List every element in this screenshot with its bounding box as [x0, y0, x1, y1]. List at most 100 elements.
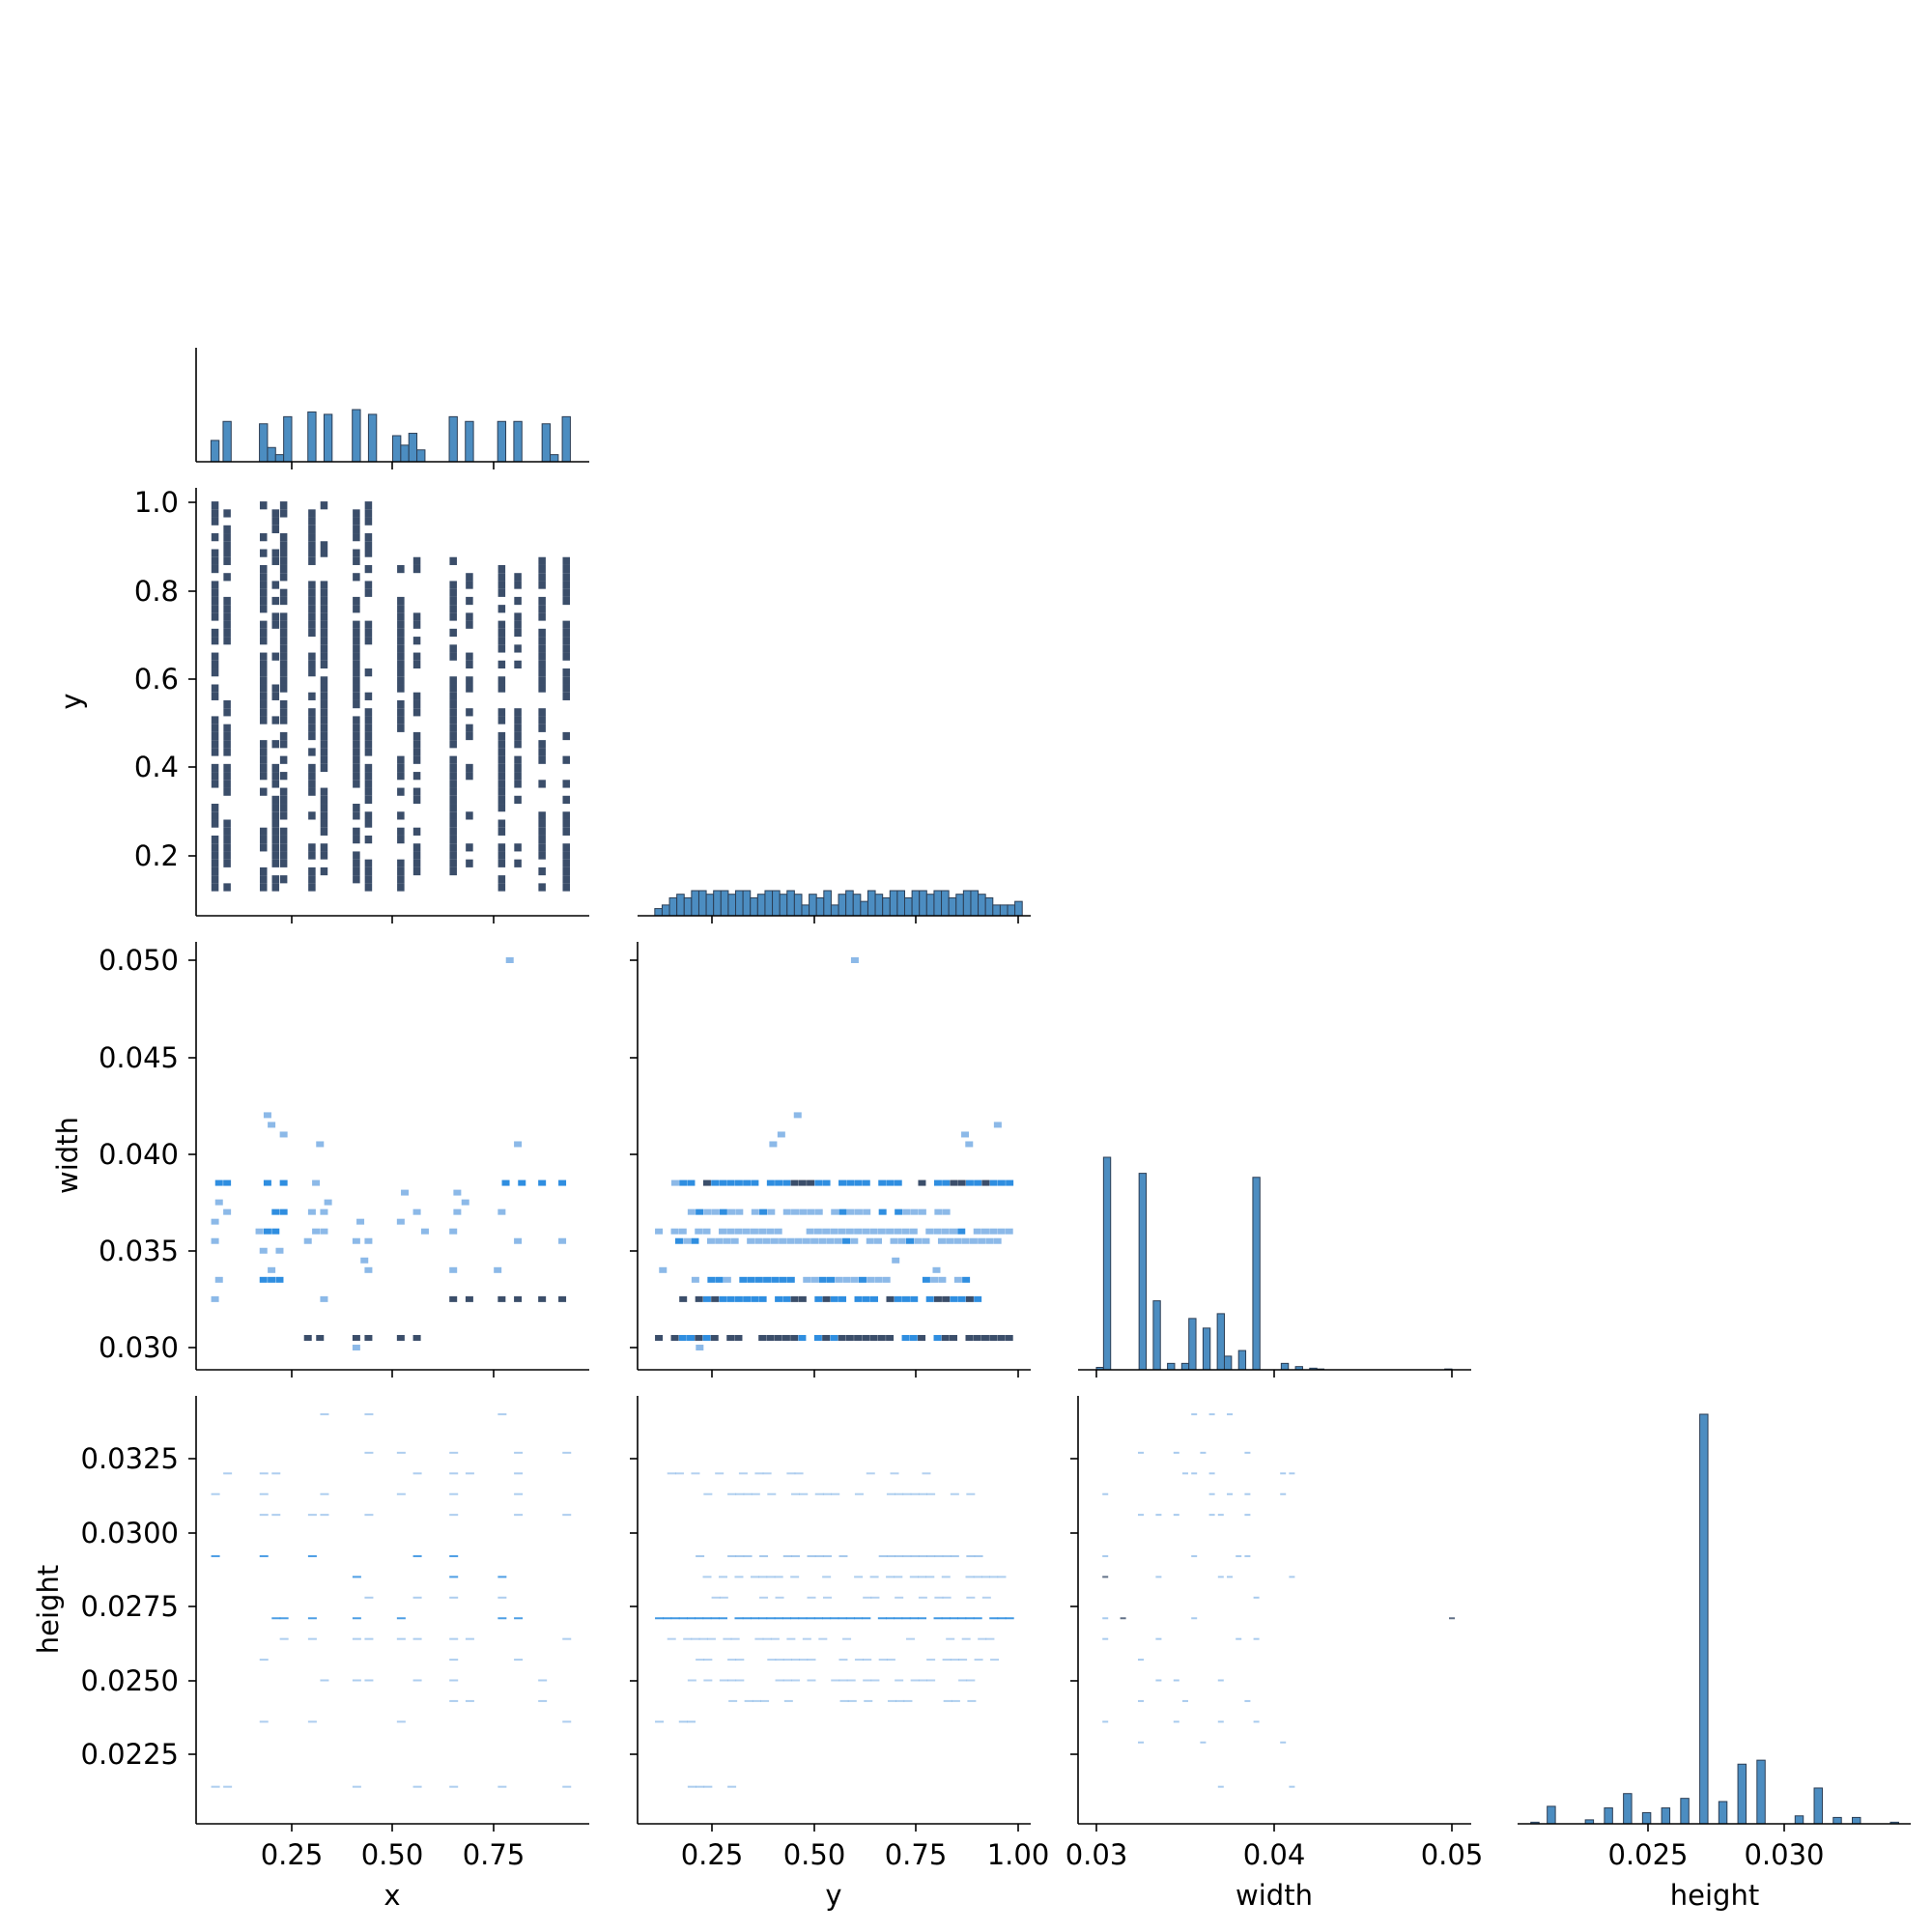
heatmap-cell — [813, 1334, 822, 1341]
hist-bar — [683, 896, 693, 917]
hist-bar — [815, 896, 825, 917]
heatmap-cell — [562, 652, 571, 661]
heatmap-cell — [822, 1554, 832, 1557]
heatmap-cell — [751, 1295, 759, 1302]
heatmap-cell — [771, 1276, 780, 1283]
heatmap-cell — [364, 819, 373, 828]
heatmap-cell — [397, 708, 405, 717]
heatmap-cell — [863, 1679, 872, 1682]
heatmap-cell — [1191, 1554, 1198, 1557]
heatmap-cell — [918, 1492, 927, 1495]
heatmap-cell — [449, 731, 457, 741]
heatmap-cell — [845, 1617, 855, 1620]
heatmap-cell — [364, 716, 373, 724]
heatmap-cell — [1173, 1720, 1179, 1723]
heatmap-cell — [279, 628, 288, 638]
heatmap-cell — [449, 581, 457, 589]
heatmap-cell — [973, 1617, 982, 1620]
heatmap-cell — [397, 684, 405, 693]
heatmap-cell — [497, 804, 506, 812]
heatmap-cell — [965, 1141, 974, 1148]
heatmap-cell — [279, 731, 288, 741]
heatmap-cell — [799, 1492, 809, 1495]
heatmap-cell — [364, 620, 373, 629]
heatmap-cell — [279, 811, 288, 820]
heatmap-cell — [320, 851, 328, 860]
heatmap-cell — [870, 1679, 880, 1682]
heatmap-cell — [271, 556, 280, 565]
heatmap-cell — [942, 1554, 952, 1557]
heatmap-cell — [466, 660, 473, 669]
heatmap-cell — [1280, 1492, 1287, 1495]
heatmap-cell — [497, 819, 506, 828]
heatmap-cell — [223, 859, 231, 867]
heatmap-cell — [514, 581, 522, 589]
heatmap-cell — [818, 1276, 827, 1283]
heatmap-cell — [279, 804, 288, 812]
heatmap-cell — [449, 1514, 459, 1517]
heatmap-cell — [978, 1237, 986, 1244]
heatmap-cell — [759, 1596, 769, 1599]
hist-bar — [756, 894, 766, 917]
heatmap-cell — [1208, 1492, 1215, 1495]
hist-bar — [978, 894, 986, 917]
heatmap-cell — [766, 1576, 776, 1578]
heatmap-cell — [814, 1554, 824, 1557]
heatmap-cell — [981, 1179, 990, 1186]
heatmap-cell — [320, 620, 328, 629]
heatmap-cell — [211, 883, 219, 892]
heatmap-cell — [308, 787, 316, 796]
heatmap-cell — [211, 1218, 219, 1225]
heatmap-cell — [466, 859, 473, 867]
heatmap-cell — [822, 1596, 832, 1599]
heatmap-cell — [307, 1554, 317, 1557]
heatmap-cell — [1217, 1720, 1224, 1723]
heatmap-cell — [727, 1208, 736, 1215]
heatmap-cell — [961, 1237, 970, 1244]
heatmap-cell — [364, 1413, 374, 1416]
heatmap-cell — [696, 1554, 705, 1557]
heatmap-cell — [674, 1237, 683, 1244]
heatmap-cell — [497, 763, 506, 773]
hist-bar — [933, 890, 943, 917]
heatmap-cell — [790, 1576, 800, 1578]
heatmap-cell — [271, 1514, 281, 1517]
heatmap-cell — [742, 1228, 751, 1235]
heatmap-cell — [696, 1208, 704, 1215]
heatmap-cell — [790, 1179, 799, 1186]
heatmap-cell — [670, 1617, 680, 1620]
heatmap-cell — [1005, 1334, 1013, 1341]
heatmap-cell — [223, 533, 231, 542]
heatmap-cell — [866, 1237, 874, 1244]
heatmap-cell — [838, 1679, 848, 1682]
hist-bar — [713, 890, 722, 917]
heatmap-cell — [742, 1617, 752, 1620]
heatmap-cell — [271, 819, 280, 828]
heatmap-cell — [449, 835, 457, 844]
heatmap-cell — [538, 780, 546, 788]
heatmap-cell — [980, 1334, 989, 1341]
heatmap-cell — [364, 835, 373, 844]
heatmap-cell — [397, 763, 405, 773]
heatmap-cell — [497, 676, 506, 685]
heatmap-cell — [397, 637, 405, 645]
hist-bar — [727, 894, 737, 917]
heatmap-cell — [854, 1334, 863, 1341]
heatmap-cell — [901, 1228, 910, 1235]
heatmap-cell — [538, 843, 546, 852]
heatmap-cell — [932, 1266, 941, 1273]
heatmap-cell — [895, 1208, 903, 1215]
heatmap-cell — [726, 1179, 735, 1186]
heatmap-cell — [279, 787, 288, 796]
heatmap-cell — [1138, 1741, 1144, 1744]
width-tick-label: 0.040 — [99, 1138, 179, 1171]
heatmap-cell — [279, 588, 288, 597]
heatmap-cell — [223, 573, 231, 582]
hist-bar — [1180, 1362, 1190, 1371]
heatmap-cell — [802, 1637, 811, 1640]
heatmap-cell — [1227, 1413, 1233, 1416]
heatmap-cell — [886, 1295, 895, 1302]
heatmap-cell — [449, 795, 457, 805]
width-axis-label: width — [51, 1117, 84, 1194]
heatmap-cell — [279, 668, 288, 677]
